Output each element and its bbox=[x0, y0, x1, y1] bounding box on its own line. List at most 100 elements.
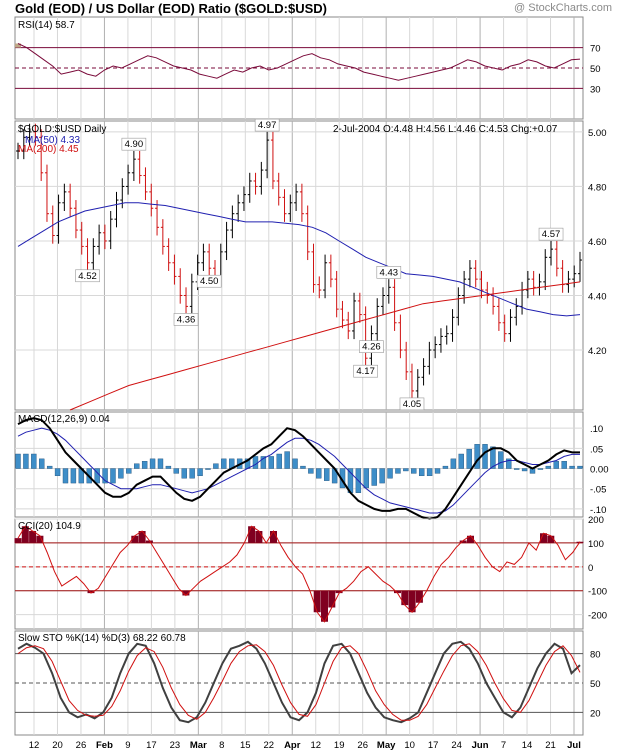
grid-lines bbox=[33, 17, 575, 735]
cci-plot bbox=[14, 518, 584, 623]
macd-histogram-bar bbox=[221, 458, 227, 469]
macd-signal-line bbox=[17, 427, 580, 514]
x-tick-label: Apr bbox=[284, 740, 301, 751]
macd-histogram-bar bbox=[316, 468, 322, 479]
macd-histogram-bar bbox=[213, 463, 219, 469]
stochastic-k-line bbox=[17, 640, 581, 724]
price-tick-label: 4.80 bbox=[588, 182, 607, 193]
x-tick-label: 9 bbox=[125, 740, 130, 751]
macd-tick-label: .10 bbox=[590, 424, 603, 435]
price-tick-label: 4.60 bbox=[588, 237, 607, 248]
x-tick-label: Feb bbox=[96, 740, 113, 751]
price-annotation-label: 4.57 bbox=[542, 229, 561, 240]
macd-histogram-bar bbox=[395, 468, 401, 474]
macd-histogram-bar bbox=[102, 468, 108, 484]
price-tick-label: 4.40 bbox=[588, 291, 607, 302]
cci-line bbox=[17, 525, 581, 623]
x-tick-label: 17 bbox=[428, 740, 439, 751]
rsi-tick-label: 30 bbox=[590, 84, 601, 95]
cci-tick-label: 100 bbox=[588, 539, 604, 550]
macd-histogram-bar bbox=[434, 468, 441, 474]
macd-histogram-bar bbox=[426, 468, 433, 477]
price-annotation-box bbox=[254, 118, 280, 132]
x-tick-label: 26 bbox=[76, 740, 87, 751]
x-tick-label: Mar bbox=[190, 740, 207, 751]
stochastic-tick-label: 50 bbox=[590, 679, 601, 690]
macd-histogram-bar bbox=[521, 468, 528, 472]
stochastic-plot bbox=[15, 640, 583, 724]
macd-histogram-bar bbox=[482, 444, 488, 469]
macd-histogram-bar bbox=[466, 448, 472, 469]
macd-histogram-bar bbox=[300, 465, 306, 469]
stochastic-tick-label: 20 bbox=[590, 708, 601, 719]
macd-histogram-bar bbox=[268, 456, 274, 469]
macd-tick-label: -.10 bbox=[590, 505, 606, 516]
cci-panel bbox=[14, 518, 584, 630]
macd-histogram-bar bbox=[363, 468, 369, 489]
price-annotation-box bbox=[353, 364, 378, 378]
macd-histogram-bar bbox=[403, 468, 409, 472]
price-tick-label: 5.00 bbox=[588, 128, 607, 139]
macd-histogram-bar bbox=[260, 456, 267, 469]
x-tick-label: 23 bbox=[170, 740, 181, 751]
x-tick-label: 19 bbox=[334, 740, 345, 751]
stockcharts-credit[interactable]: @ StockCharts.com bbox=[514, 2, 612, 14]
macd-histogram-bar bbox=[498, 451, 504, 469]
macd-histogram-bar bbox=[118, 468, 124, 479]
rsi-label: RSI(14) 58.7 bbox=[18, 20, 75, 31]
macd-histogram-bar bbox=[149, 458, 156, 469]
macd-histogram-bar bbox=[513, 468, 520, 470]
x-tick-label: 10 bbox=[404, 740, 415, 751]
cci-tick-label: 0 bbox=[588, 563, 593, 574]
price-annotation-label: 4.90 bbox=[125, 139, 144, 150]
macd-histogram-bar bbox=[110, 468, 116, 484]
x-tick-label: 21 bbox=[545, 740, 556, 751]
x-tick-label: May bbox=[377, 740, 396, 751]
ma50-line bbox=[17, 202, 581, 317]
macd-histogram-bar bbox=[474, 444, 480, 469]
macd-label: MACD(12,26,9) 0.04 bbox=[18, 414, 110, 425]
ma50-label: MA(50) 4.33 bbox=[25, 135, 80, 146]
x-tick-label: 15 bbox=[240, 740, 251, 751]
price-annotation-box bbox=[173, 313, 199, 326]
macd-line bbox=[17, 417, 580, 521]
price-annotation-box bbox=[75, 269, 100, 283]
price-label: $GOLD:$USD Daily bbox=[18, 124, 106, 135]
macd-histogram-bar bbox=[458, 453, 464, 469]
price-annotation-box bbox=[376, 266, 402, 279]
x-tick-label: 22 bbox=[263, 740, 274, 751]
macd-histogram-bar bbox=[15, 453, 21, 469]
macd-histogram-bar bbox=[411, 468, 417, 474]
macd-histogram-bar bbox=[284, 451, 290, 469]
macd-histogram-bar bbox=[205, 468, 211, 470]
stochastic-d-line bbox=[17, 643, 581, 721]
macd-histogram-bar bbox=[62, 468, 69, 484]
macd-histogram-bar bbox=[157, 458, 164, 469]
x-tick-label: 12 bbox=[310, 740, 321, 751]
cci-tick-label: -200 bbox=[588, 611, 607, 622]
macd-histogram-bar bbox=[308, 468, 314, 474]
price-annotation-label: 4.97 bbox=[258, 120, 277, 131]
macd-histogram-bar bbox=[141, 461, 148, 469]
price-annotation-box bbox=[399, 397, 425, 411]
macd-histogram-bar bbox=[418, 468, 425, 477]
macd-histogram-bar bbox=[537, 468, 544, 470]
x-tick-label: 8 bbox=[219, 740, 224, 751]
macd-histogram-bar bbox=[292, 458, 298, 469]
macd-histogram-bar bbox=[379, 468, 385, 484]
x-tick-label: 12 bbox=[29, 740, 40, 751]
price-tick-label: 4.20 bbox=[588, 346, 607, 357]
macd-histogram-bar bbox=[31, 453, 37, 469]
macd-tick-label: .05 bbox=[590, 444, 603, 455]
macd-histogram-bar bbox=[46, 465, 53, 469]
x-tick-label: 17 bbox=[146, 740, 157, 751]
cci-label: CCI(20) 104.9 bbox=[18, 521, 81, 532]
macd-histogram-bar bbox=[545, 465, 552, 469]
macd-histogram-bar bbox=[252, 456, 259, 469]
macd-histogram-bar bbox=[70, 468, 77, 484]
macd-histogram-bar bbox=[506, 458, 512, 469]
price-annotation-box bbox=[538, 227, 564, 241]
macd-histogram-bar bbox=[126, 468, 132, 474]
rsi-tick-label: 50 bbox=[590, 64, 601, 75]
